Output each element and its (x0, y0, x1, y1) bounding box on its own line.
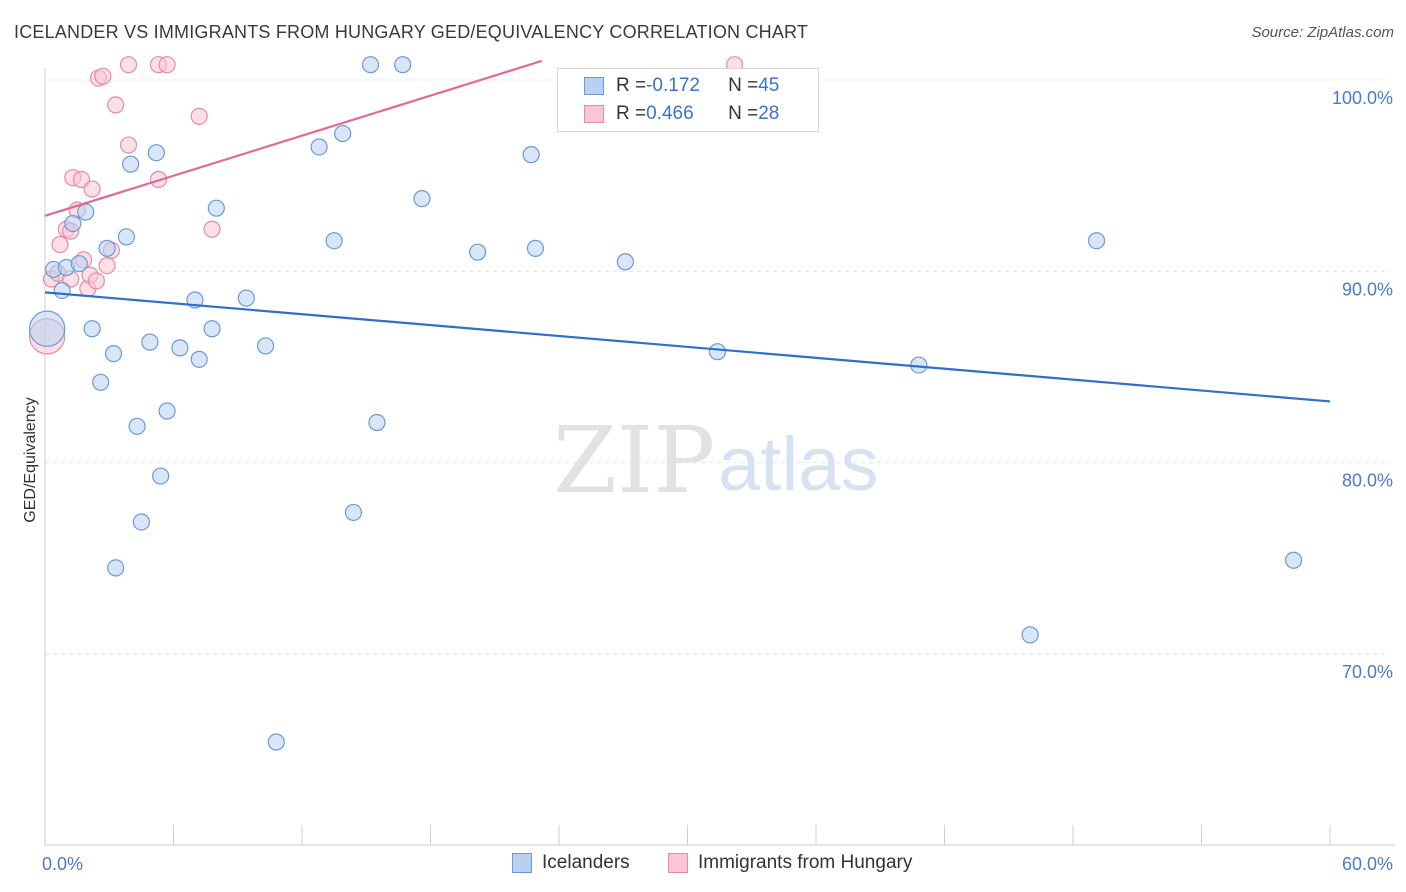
point-icelanders (1087, 232, 1106, 250)
point-icelanders (77, 203, 95, 221)
bottom-legend-hungary: Immigrants from Hungary (668, 852, 912, 874)
point-icelanders (152, 467, 170, 485)
point-icelanders (190, 350, 208, 368)
point-icelanders (147, 144, 165, 162)
point-icelanders (361, 56, 380, 74)
legend-r-label: R = (616, 103, 647, 124)
y-tick-labels: 70.0% 80.0% 90.0% 100.0% (1332, 88, 1393, 682)
x-tick-label: 60.0% (1342, 854, 1393, 874)
series-icelanders (28, 56, 1303, 751)
x-tick-labels: 0.0% 60.0% (42, 854, 1393, 874)
point-icelanders (1021, 626, 1039, 644)
point-icelanders (325, 232, 343, 250)
legend-r-value: -0.172 (646, 75, 700, 96)
stats-legend: R = -0.172 N = 45 R = 0.466 N = 28 (557, 68, 819, 132)
bottom-legend-label: Icelanders (542, 852, 630, 873)
point-icelanders (310, 138, 328, 156)
point-icelanders (526, 239, 545, 257)
point-icelanders (128, 417, 146, 435)
point-icelanders (53, 281, 71, 300)
point-icelanders (708, 343, 727, 361)
trend-line-icelanders (44, 291, 1331, 403)
point-icelanders (92, 373, 110, 391)
point-hungary (87, 272, 106, 290)
point-icelanders (237, 289, 255, 307)
point-hungary (190, 107, 208, 125)
source-label: Source: ZipAtlas.com (1251, 24, 1394, 41)
legend-n-value: 28 (758, 103, 780, 124)
point-hungary (98, 256, 116, 275)
y-axis-label: GED/Equivalency (22, 397, 39, 522)
axes (44, 68, 1395, 846)
point-icelanders (83, 320, 101, 338)
point-icelanders (413, 190, 431, 208)
bottom-legend-label: Immigrants from Hungary (698, 852, 913, 873)
point-hungary (72, 170, 91, 189)
point-icelanders (171, 339, 189, 357)
trend-lines (44, 59, 1331, 403)
legend-r-value: 0.466 (646, 103, 694, 124)
y-tick-label: 70.0% (1342, 662, 1393, 682)
bottom-legend-swatch-blue (512, 853, 532, 873)
point-icelanders (469, 243, 487, 261)
bottom-legend-swatch-pink (668, 853, 688, 873)
gridlines (45, 79, 1390, 655)
point-hungary (203, 220, 221, 238)
legend-n-label: N = (728, 75, 759, 96)
legend-swatch-blue (584, 77, 604, 95)
point-hungary (119, 136, 138, 154)
bottom-legend-icelanders: Icelanders (512, 852, 630, 874)
legend-row-icelanders: R = -0.172 N = 45 (584, 73, 779, 99)
point-hungary (83, 180, 101, 198)
point-icelanders (1284, 551, 1303, 569)
point-hungary (119, 56, 138, 74)
legend-n-value: 45 (758, 75, 780, 96)
point-icelanders (132, 513, 150, 531)
point-hungary (107, 96, 125, 114)
point-icelanders (207, 199, 225, 217)
legend-swatch-pink (584, 105, 604, 123)
point-icelanders (394, 56, 412, 74)
point-icelanders (107, 559, 125, 577)
point-icelanders (117, 228, 135, 246)
point-icelanders (158, 402, 176, 420)
watermark: ZIP atlas (553, 407, 879, 514)
point-icelanders (616, 253, 634, 271)
point-icelanders (344, 503, 362, 522)
watermark-atlas: atlas (718, 422, 879, 507)
point-icelanders (256, 337, 275, 355)
point-hungary (94, 67, 112, 85)
point-hungary (51, 235, 69, 254)
trend-line-hungary (44, 59, 543, 217)
x-tick-label: 0.0% (42, 854, 83, 874)
legend-n-label: N = (728, 103, 759, 124)
watermark-zip: ZIP (553, 407, 715, 514)
point-icelanders (522, 146, 540, 164)
point-icelanders (28, 310, 66, 347)
point-icelanders (368, 413, 386, 432)
point-icelanders (334, 124, 352, 143)
y-tick-label: 80.0% (1342, 471, 1393, 491)
legend-r-label: R = (616, 75, 647, 96)
point-icelanders (98, 239, 116, 257)
point-hungary (158, 56, 176, 74)
point-icelanders (203, 320, 221, 338)
point-icelanders (122, 155, 140, 173)
y-tick-label: 90.0% (1342, 279, 1393, 299)
point-icelanders (141, 333, 159, 351)
y-tick-label: 100.0% (1332, 88, 1393, 108)
point-icelanders (267, 733, 285, 751)
point-icelanders (104, 345, 123, 363)
point-icelanders (70, 255, 88, 273)
point-icelanders (64, 214, 82, 233)
chart-title: ICELANDER VS IMMIGRANTS FROM HUNGARY GED… (14, 22, 809, 42)
legend-row-hungary: R = 0.466 N = 28 (584, 101, 779, 127)
